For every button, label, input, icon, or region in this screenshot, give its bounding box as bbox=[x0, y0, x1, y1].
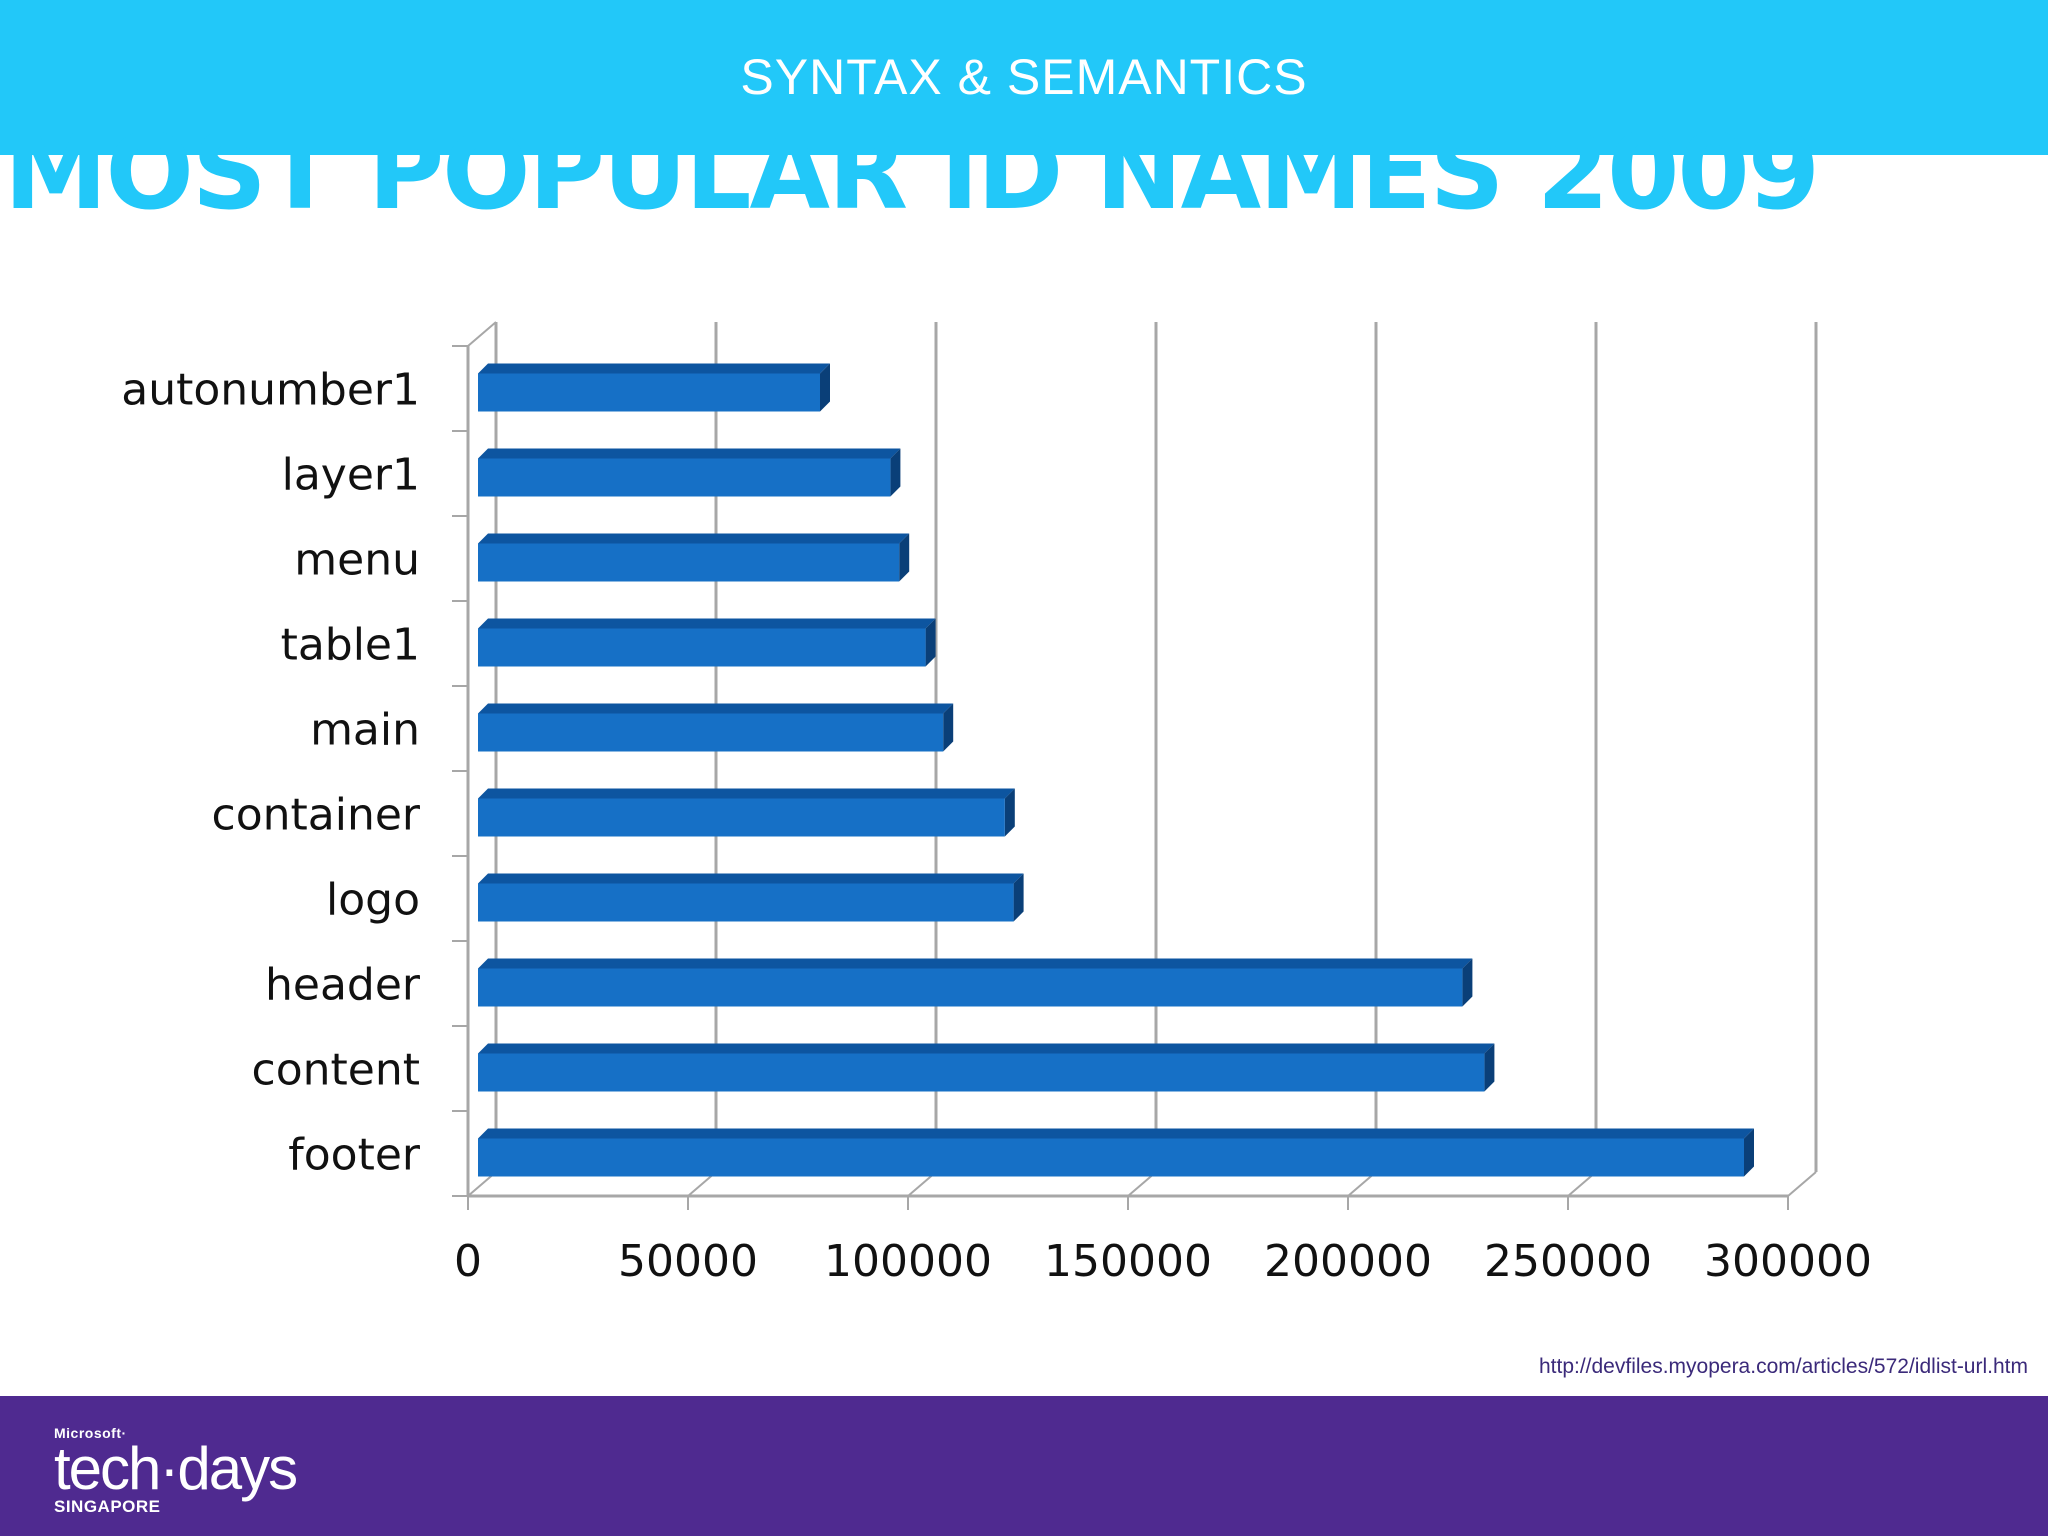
bar-side-face bbox=[1013, 873, 1024, 922]
bar-front-face bbox=[478, 543, 900, 582]
bar-top-face bbox=[478, 1043, 1495, 1054]
logo-brand-main: tech·days bbox=[54, 1435, 298, 1502]
category-label-container: container bbox=[212, 790, 421, 841]
bar-table1 bbox=[478, 618, 936, 667]
bar-side-face bbox=[890, 448, 901, 497]
bar-top-face bbox=[478, 958, 1473, 969]
header-band bbox=[0, 0, 2048, 155]
bar-top-face bbox=[478, 1128, 1754, 1139]
bar-front-face bbox=[478, 458, 891, 497]
bar-top-face bbox=[478, 448, 901, 459]
category-label-main: main bbox=[310, 705, 420, 756]
category-label-logo: logo bbox=[326, 875, 420, 926]
bar-front-face bbox=[478, 883, 1014, 922]
bar-side-face bbox=[925, 618, 936, 667]
x-tick-label-3: 150000 bbox=[1044, 1236, 1212, 1287]
bar-content bbox=[478, 1043, 1495, 1092]
category-label-autonumber1: autonumber1 bbox=[121, 365, 420, 416]
bar-side-face bbox=[1004, 788, 1015, 837]
logo-brand-sub: SINGAPORE bbox=[54, 1497, 161, 1516]
bar-top-face bbox=[478, 618, 936, 629]
bar-logo bbox=[478, 873, 1024, 922]
x-tick-label-2: 100000 bbox=[824, 1236, 992, 1287]
bar-front-face bbox=[478, 373, 820, 412]
slide-title-text: MOST POPULAR ID NAMES 2009 bbox=[4, 118, 1819, 233]
x-tick-label-6: 300000 bbox=[1704, 1236, 1872, 1287]
bar-side-face bbox=[1484, 1043, 1495, 1092]
bar-front-face bbox=[478, 1053, 1485, 1092]
bar-container bbox=[478, 788, 1015, 837]
bar-side-face bbox=[1462, 958, 1473, 1007]
x-tick-label-4: 200000 bbox=[1264, 1236, 1432, 1287]
bar-front-face bbox=[478, 628, 926, 667]
bar-top-face bbox=[478, 363, 830, 374]
x-tick-label-5: 250000 bbox=[1484, 1236, 1652, 1287]
category-label-header: header bbox=[265, 960, 421, 1011]
category-labels: autonumber1 layer1 menu table1 main container… bbox=[121, 365, 421, 1181]
bar-top-face bbox=[478, 873, 1024, 884]
bar-top-face bbox=[478, 788, 1015, 799]
bar-side-face bbox=[943, 703, 954, 752]
chart-bars bbox=[478, 363, 1754, 1177]
category-label-footer: footer bbox=[288, 1130, 421, 1181]
bar-autonumber1 bbox=[478, 363, 830, 412]
bar-front-face bbox=[478, 1138, 1744, 1177]
x-tick-label-0: 0 bbox=[454, 1236, 482, 1287]
bar-footer bbox=[478, 1128, 1754, 1177]
section-label: SYNTAX & SEMANTICS bbox=[740, 49, 1308, 105]
techdays-logo: Microsoft· tech·days SINGAPORE bbox=[54, 1425, 298, 1517]
footer-band bbox=[0, 1396, 2048, 1536]
category-label-layer1: layer1 bbox=[282, 450, 420, 501]
bar-chart: autonumber1 layer1 menu table1 main container… bbox=[121, 321, 1872, 1287]
logo-brand-top: Microsoft· bbox=[54, 1425, 127, 1441]
bar-top-face bbox=[478, 533, 910, 544]
floor-diagonal-6 bbox=[1787, 1171, 1817, 1197]
bar-main bbox=[478, 703, 954, 752]
category-label-content: content bbox=[252, 1045, 420, 1096]
bar-layer1 bbox=[478, 448, 901, 497]
bar-side-face bbox=[1744, 1128, 1754, 1177]
category-label-menu: menu bbox=[294, 535, 420, 586]
slide-title: MOST POPULAR ID NAMES 2009 bbox=[4, 118, 1818, 238]
wall-top-diagonal bbox=[467, 321, 497, 347]
bar-top-face bbox=[478, 703, 954, 714]
bar-front-face bbox=[478, 968, 1463, 1007]
source-url: http://devfiles.myopera.com/articles/572… bbox=[1538, 1355, 2028, 1378]
bar-front-face bbox=[478, 713, 944, 752]
x-tick-label-1: 50000 bbox=[618, 1236, 758, 1287]
bar-side-face bbox=[820, 363, 830, 412]
bar-side-face bbox=[899, 533, 910, 582]
bar-menu bbox=[478, 533, 910, 582]
category-label-table1: table1 bbox=[281, 620, 420, 671]
bar-header bbox=[478, 958, 1473, 1007]
bar-front-face bbox=[478, 798, 1005, 837]
x-tick-labels: 0 50000 100000 150000 200000 250000 300000 bbox=[454, 1236, 1872, 1287]
